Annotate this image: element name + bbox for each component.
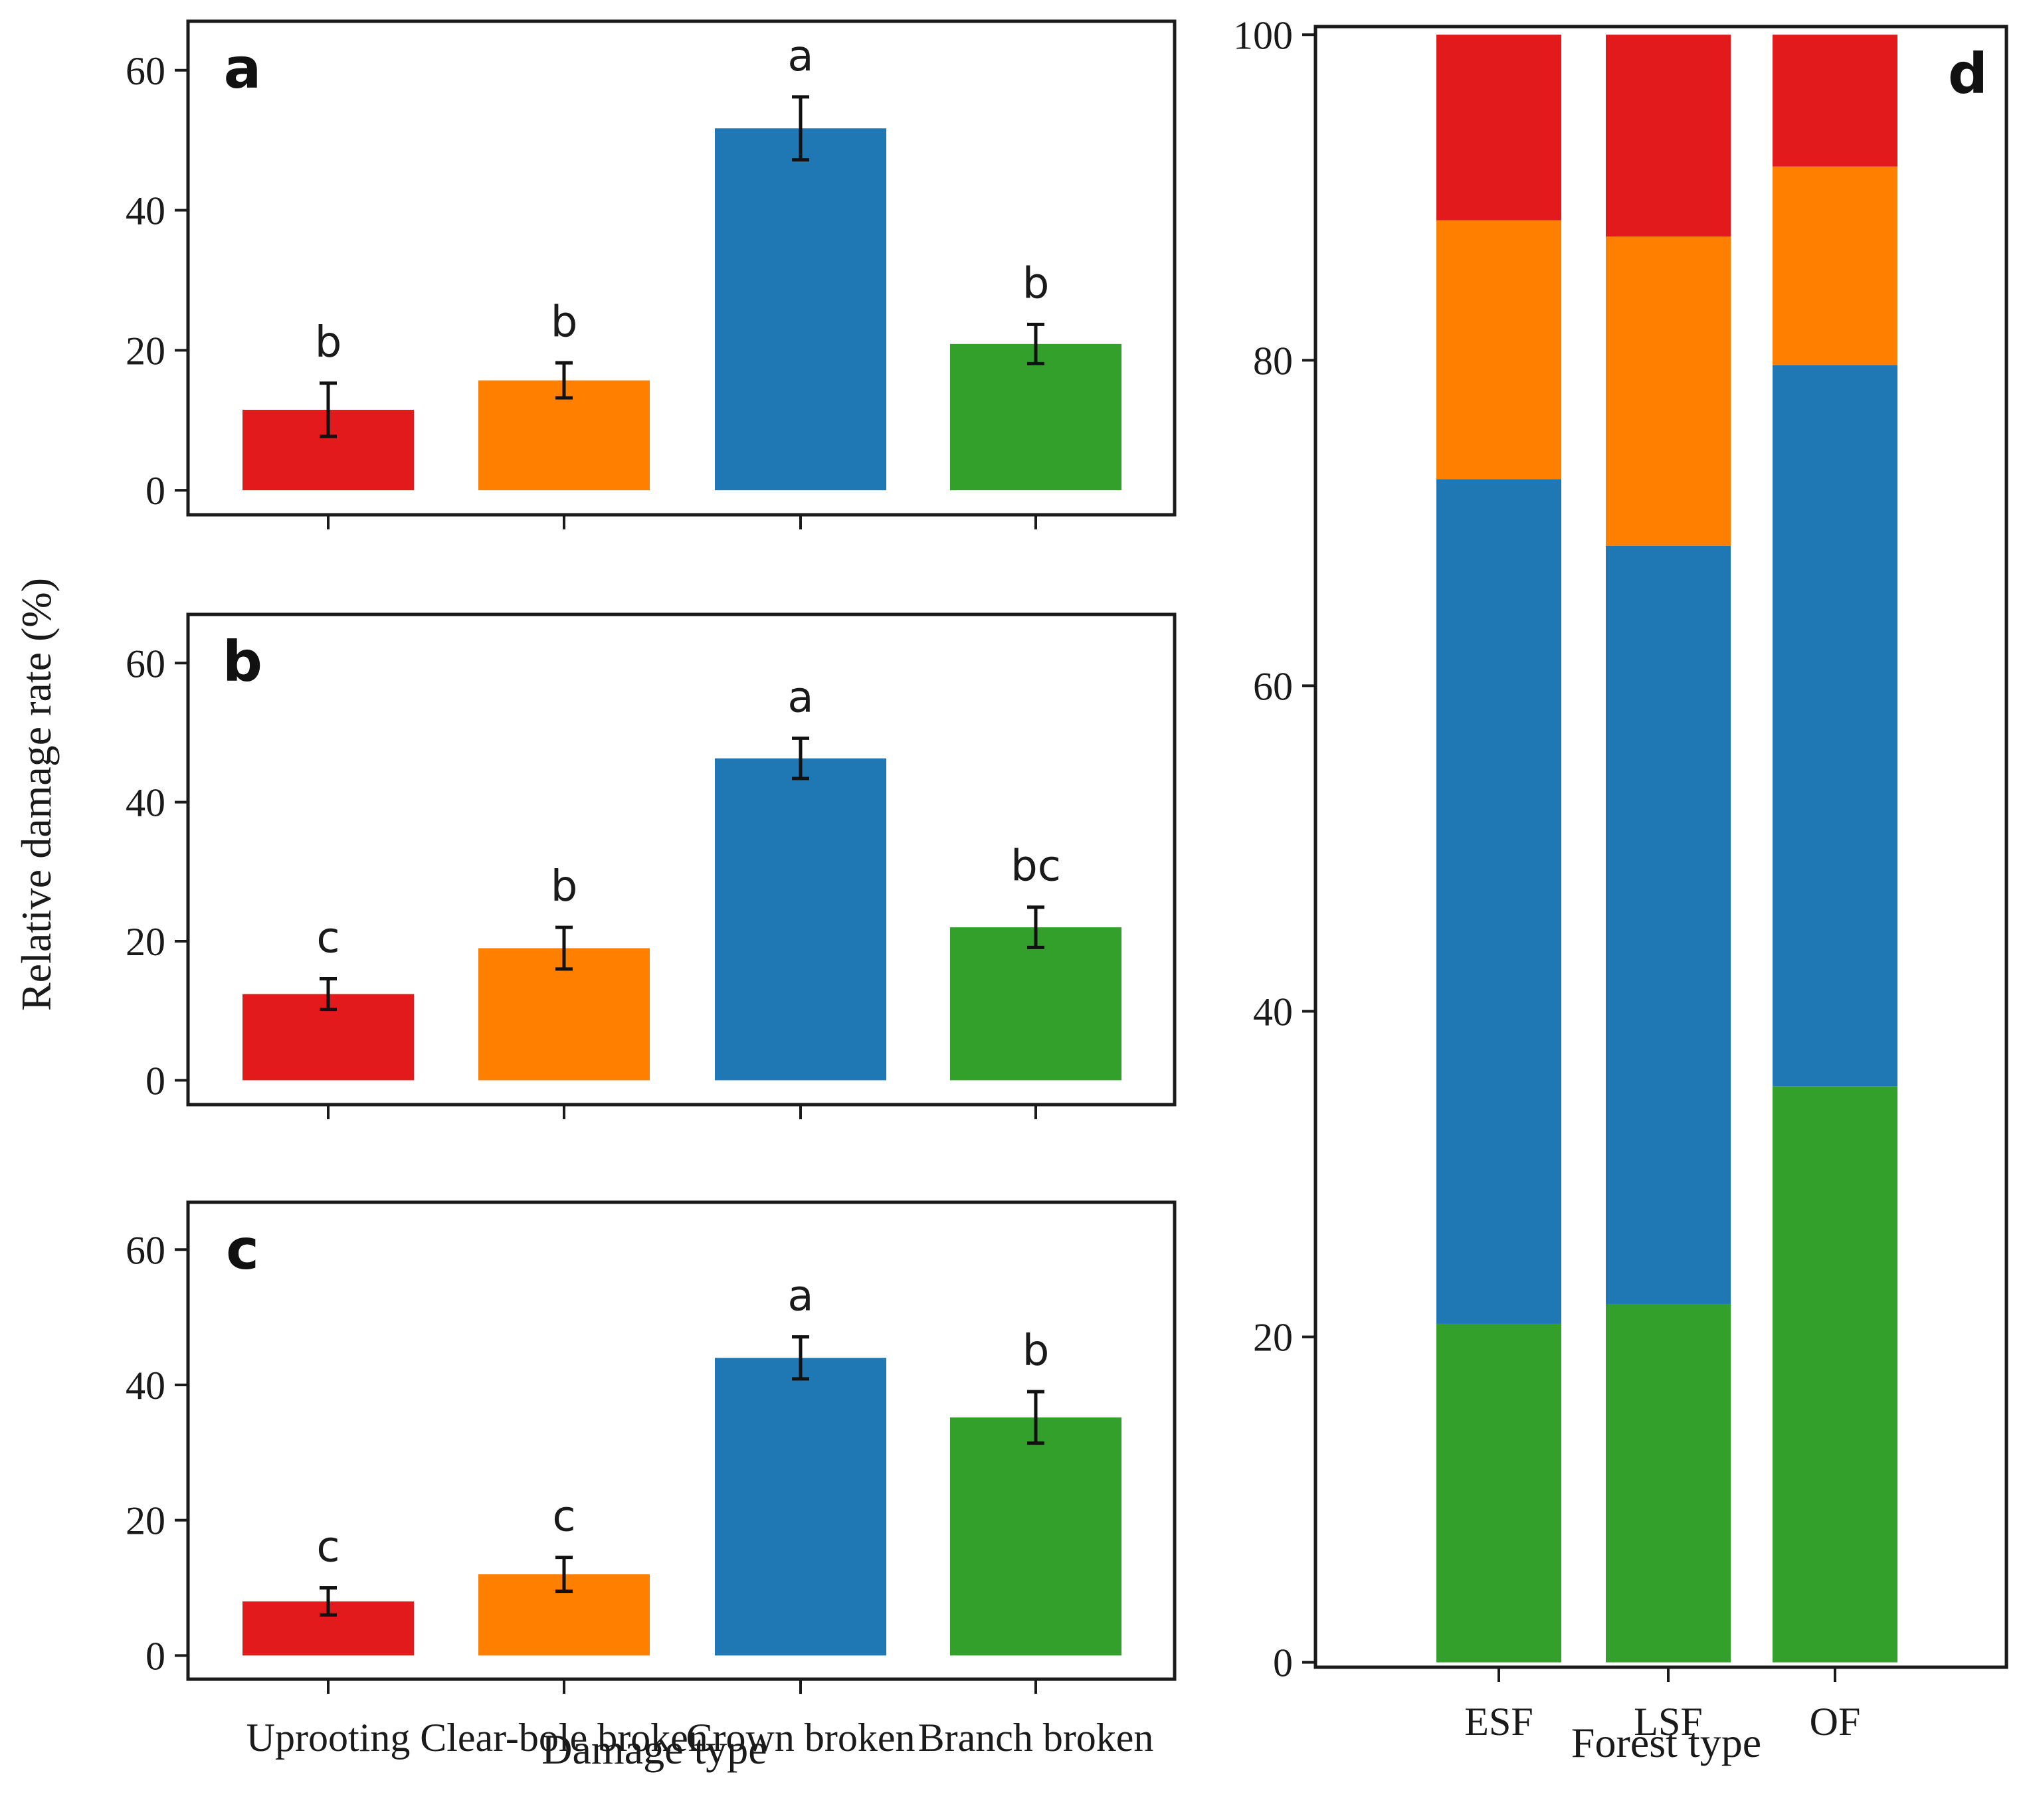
sig-letter-a-clear-bole-broken: b — [551, 298, 578, 347]
sig-letter-c-branch-broken: b — [1022, 1326, 1050, 1376]
panel-c-frame — [186, 1200, 1177, 1681]
left-x-axis-title: Damage type — [541, 1726, 767, 1773]
panel-d-frame — [1313, 25, 2008, 1669]
y-axis-title: Relative damage rate (%) — [13, 578, 60, 1011]
stacked-segment-esf-1 — [1436, 479, 1561, 1324]
panel-a: 0 20 40 60 b b a b a — [126, 19, 1177, 529]
panel-a-ytick-label-40: 40 — [126, 189, 165, 233]
stacked-segment-of-3 — [1773, 35, 1897, 167]
sig-letter-b-crown-broken: a — [787, 673, 813, 722]
panel-d-ytick-label-20: 20 — [1253, 1316, 1293, 1360]
panel-a-ytick-label-0: 0 — [145, 469, 165, 513]
bar-a-crown-broken — [715, 128, 886, 491]
sig-letter-c-uprooting: c — [316, 1523, 339, 1572]
panel-d-ytick-label-80: 80 — [1253, 339, 1293, 383]
stacked-segment-lsf-0 — [1606, 1304, 1731, 1663]
stacked-segment-lsf-2 — [1606, 236, 1731, 546]
stacked-segment-esf-2 — [1436, 220, 1561, 480]
panel-a-frame — [186, 19, 1177, 517]
bar-c-branch-broken — [950, 1417, 1121, 1656]
panel-a-ytick-label-20: 20 — [126, 329, 165, 373]
panel-b-ytick-label-20: 20 — [126, 920, 165, 964]
stacked-segment-of-2 — [1773, 166, 1897, 365]
sig-letter-c-crown-broken: a — [787, 1272, 813, 1321]
right-x-axis-title: Forest type — [1571, 1719, 1761, 1766]
panel-a-label: a — [224, 36, 262, 101]
panel-b-ytick-label-60: 60 — [126, 642, 165, 685]
sig-letter-b-branch-broken: bc — [1011, 842, 1061, 891]
bar-b-crown-broken — [715, 758, 886, 1081]
panel-d-label: d — [1948, 41, 1988, 106]
bar-a-branch-broken — [950, 343, 1121, 491]
x-tick-label-uprooting: Uprooting — [246, 1716, 411, 1760]
panel-c-label: c — [226, 1217, 259, 1282]
panel-b-frame — [186, 612, 1177, 1107]
stacked-segment-lsf-1 — [1606, 545, 1731, 1305]
panel-c: 0 20 40 60 c c a b c Uprooting Clear-bole brokenCr… — [126, 1200, 1177, 1760]
stacked-segment-of-1 — [1773, 365, 1897, 1087]
panel-d: 0 20 40 60 80 100 ESF LSF OF d — [1233, 13, 2008, 1744]
stacked-segment-of-0 — [1773, 1086, 1897, 1663]
panel-c-ytick-label-40: 40 — [126, 1364, 165, 1408]
x-tick-label-esf: ESF — [1464, 1700, 1533, 1744]
sig-letter-c-clear-bole-broken: c — [552, 1493, 575, 1542]
bar-c-crown-broken — [715, 1358, 886, 1656]
sig-letter-b-clear-bole-broken: b — [551, 862, 578, 911]
x-tick-label-crown-broken: Crown broken — [686, 1716, 916, 1760]
stacked-segment-esf-0 — [1436, 1323, 1561, 1663]
panel-c-ytick-label-20: 20 — [126, 1499, 165, 1543]
sig-letter-b-uprooting: c — [316, 914, 339, 963]
panel-c-ytick-label-60: 60 — [126, 1228, 165, 1272]
panel-d-ytick-label-40: 40 — [1253, 990, 1293, 1034]
x-tick-label-clear-bole-broken: Clear-bole broken — [420, 1716, 708, 1760]
panel-b-ytick-label-40: 40 — [126, 781, 165, 825]
stacked-segment-lsf-3 — [1606, 35, 1731, 237]
sig-letter-a-branch-broken: b — [1022, 259, 1050, 308]
sig-letter-a-crown-broken: a — [787, 32, 813, 81]
x-tick-label-of: OF — [1810, 1700, 1861, 1744]
panel-b: 0 20 40 60 c b a bc b — [126, 612, 1177, 1119]
panel-d-ytick-label-100: 100 — [1233, 13, 1293, 57]
panel-d-ytick-label-0: 0 — [1273, 1641, 1293, 1685]
bar-b-branch-broken — [950, 927, 1121, 1081]
stacked-segment-esf-3 — [1436, 35, 1561, 221]
sig-letter-a-uprooting: b — [315, 318, 342, 367]
x-tick-label-lsf: LSF — [1634, 1700, 1702, 1744]
panel-c-ytick-label-0: 0 — [145, 1634, 165, 1678]
panel-b-ytick-label-0: 0 — [145, 1059, 165, 1103]
panel-a-ytick-label-60: 60 — [126, 49, 165, 93]
x-tick-label-branch-broken: Branch broken — [918, 1716, 1154, 1760]
panel-b-label: b — [223, 629, 262, 694]
panel-d-ytick-label-60: 60 — [1253, 664, 1293, 708]
